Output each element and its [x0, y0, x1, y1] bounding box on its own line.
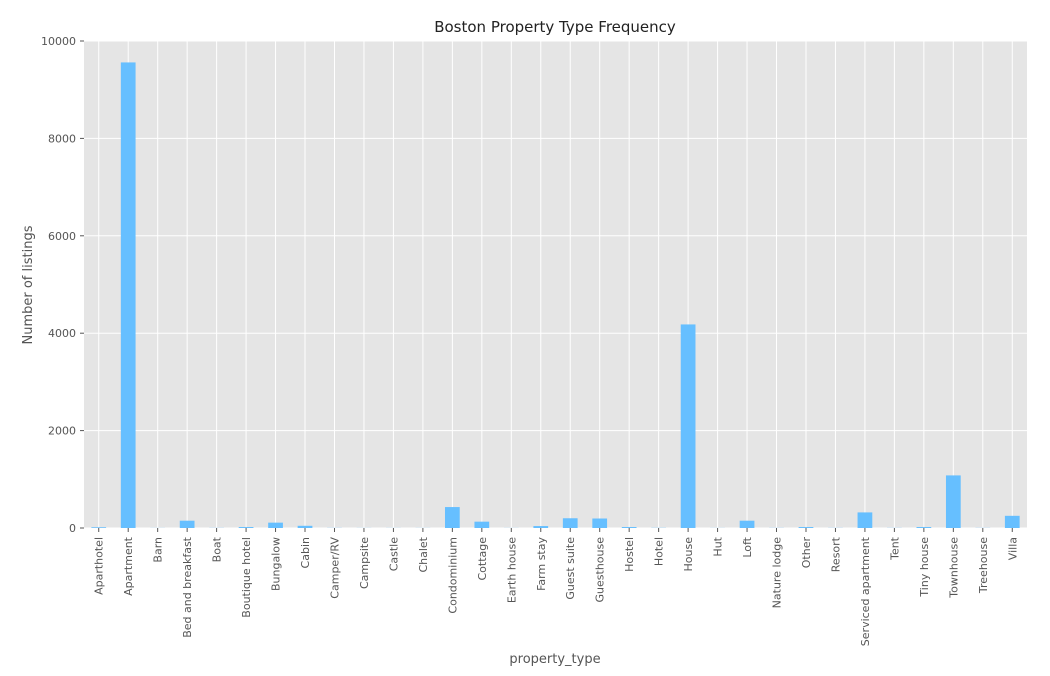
- x-tick-label: Castle: [387, 537, 400, 572]
- bar-hostel: [621, 527, 637, 528]
- bar-other: [798, 527, 814, 528]
- y-tick-label: 2000: [48, 425, 76, 438]
- x-tick-label: Farm stay: [535, 537, 548, 591]
- x-tick-label: Serviced apartment: [859, 536, 872, 646]
- bar-house: [680, 324, 696, 528]
- bar-serviced-apartment: [857, 512, 873, 528]
- x-tick-label: Boutique hotel: [240, 537, 253, 618]
- bar-condominium: [444, 507, 460, 528]
- bar-villa: [1004, 515, 1020, 528]
- x-tick-label: Condominium: [446, 537, 459, 614]
- bar-bed-and-breakfast: [179, 520, 195, 528]
- x-tick-label: Bungalow: [270, 537, 283, 591]
- x-tick-label: Treehouse: [977, 537, 990, 594]
- x-tick-label: Cottage: [476, 537, 489, 581]
- x-tick-label: Barn: [152, 537, 165, 563]
- bar-bungalow: [268, 522, 283, 528]
- x-tick-label: Guest suite: [564, 537, 577, 600]
- bar-farm-stay: [533, 526, 549, 528]
- y-tick-label: 8000: [48, 132, 76, 145]
- plot-area: [84, 41, 1027, 528]
- x-tick-labels: Aparthotel Apartment Barn Bed and breakfast…: [93, 528, 1019, 646]
- bar-cottage: [474, 521, 490, 528]
- x-tick-label: Cabin: [299, 537, 312, 568]
- y-tick-label: 4000: [48, 327, 76, 340]
- x-tick-label: Tiny house: [918, 537, 931, 598]
- bar-townhouse: [945, 475, 961, 528]
- x-tick-label: Hostel: [623, 537, 636, 572]
- bar-loft: [739, 520, 755, 528]
- chart-title: Boston Property Type Frequency: [434, 18, 676, 36]
- x-tick-label: Townhouse: [947, 537, 960, 599]
- x-tick-label: Loft: [741, 536, 754, 557]
- x-tick-label: Camper/RV: [328, 537, 341, 599]
- x-tick-label: Aparthotel: [93, 537, 106, 595]
- x-tick-label: Resort: [829, 536, 842, 572]
- bar-boutique-hotel: [238, 527, 254, 528]
- grid-lines: [84, 40, 1027, 529]
- x-tick-label: Nature lodge: [771, 537, 784, 609]
- bar-aparthotel: [91, 527, 107, 528]
- bar-cabin: [297, 525, 313, 528]
- x-axis-title: property_type: [509, 652, 600, 667]
- x-tick-label: House: [682, 537, 695, 572]
- x-tick-label: Campsite: [358, 537, 371, 589]
- x-tick-label: Other: [800, 537, 813, 569]
- x-tick-label: Tent: [888, 536, 901, 561]
- bar-tiny-house: [916, 527, 932, 528]
- y-tick-label: 6000: [48, 230, 76, 243]
- x-tick-label: Chalet: [417, 536, 430, 572]
- y-axis-title: Number of listings: [21, 225, 36, 344]
- y-tick-label: 0: [69, 522, 76, 535]
- y-tick-labels: 0 2000 4000 6000 8000 10000: [41, 35, 84, 535]
- x-tick-label: Boat: [211, 536, 224, 562]
- x-tick-label: Bed and breakfast: [181, 536, 194, 637]
- x-tick-label: Hut: [712, 536, 725, 556]
- x-tick-label: Villa: [1006, 537, 1019, 560]
- x-tick-label: Hotel: [653, 537, 666, 566]
- bar-guesthouse: [592, 518, 608, 528]
- bar-apartment: [120, 62, 136, 528]
- bars: [91, 62, 1020, 528]
- x-tick-label: Guesthouse: [594, 537, 607, 603]
- x-tick-label: Earth house: [505, 537, 518, 603]
- y-tick-label: 10000: [41, 35, 76, 48]
- bar-guest-suite: [562, 518, 578, 528]
- x-tick-label: Apartment: [122, 536, 135, 596]
